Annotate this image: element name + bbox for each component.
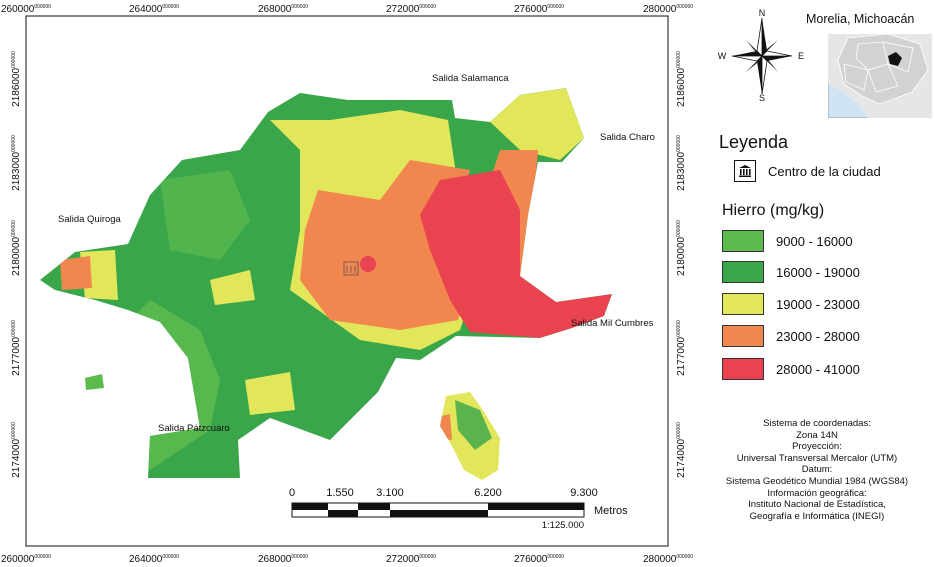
legend-class-row: 19000 - 23000	[722, 293, 860, 315]
meta-line: Sistema Geodético Mundial 1984 (WGS84)	[725, 475, 909, 487]
legend-title: Leyenda	[719, 132, 789, 152]
coordinate-tick-label: 280000000000	[643, 4, 693, 15]
coordinate-tick-label: 268000000000	[258, 4, 308, 15]
coordinate-tick-label: 272000000000	[386, 4, 436, 15]
scale-label-1: 1.550	[326, 487, 354, 499]
coordinate-tick-label: 2183000000000	[676, 135, 687, 191]
place-label-patzcuaro: Salida Pátzcuaro	[158, 423, 230, 434]
legend-class-label: 16000 - 19000	[776, 264, 860, 280]
inset-title: Morelia, Michoacán	[806, 12, 915, 26]
north-arrow-icon	[731, 17, 793, 95]
coordinate-tick-label: 260000000000	[1, 554, 51, 565]
legend-center-label: Centro de la ciudad	[768, 163, 881, 179]
legend-swatch	[722, 293, 764, 315]
scale-bar: 0 1.550 3.100 6.200 9.300 Metros 1:125.0…	[289, 487, 628, 531]
meta-line: Proyección:	[792, 441, 842, 453]
inset-map	[828, 34, 932, 118]
coordinate-tick-label: 276000000000	[514, 554, 564, 565]
coordinate-tick-label: 268000000000	[258, 554, 308, 565]
coordinate-tick-label: 2180000000000	[11, 220, 22, 276]
y-axis-ticks-right: 2186000000000 2183000000000 2180000000000 2…	[676, 51, 687, 478]
coordinate-tick-label: 2186000000000	[676, 51, 687, 107]
compass-s: S	[759, 93, 765, 103]
metadata-block: Sistema de coordenadas: Zona 14N Proyecc…	[700, 418, 934, 522]
legend-swatch	[722, 325, 764, 347]
coordinate-tick-label: 2180000000000	[676, 220, 687, 276]
place-label-mil-cumbres: Salida Mil Cumbres	[571, 318, 654, 329]
coordinate-tick-label: 280000000000	[643, 554, 693, 565]
scale-label-2: 3.100	[376, 487, 404, 499]
meta-line: Datum:	[801, 464, 833, 476]
scale-label-3: 6.200	[474, 487, 502, 499]
meta-line: Información geográfica:	[767, 487, 867, 499]
place-label-salamanca: Salida Salamanca	[432, 73, 509, 84]
y-axis-ticks-left: 2186000000000 2183000000000 2180000000000 2…	[11, 51, 22, 478]
coordinate-tick-label: 2174000000000	[11, 422, 22, 478]
legend-class-label: 19000 - 23000	[776, 296, 860, 312]
scale-label-4: 9.300	[570, 487, 598, 499]
legend-center-row: Centro de la ciudad	[734, 160, 881, 182]
coordinate-tick-label: 276000000000	[514, 4, 564, 15]
coordinate-tick-label: 260000000000	[1, 4, 51, 15]
meta-line: Zona 14N	[796, 429, 838, 441]
legend-class-row: 16000 - 19000	[722, 261, 860, 283]
legend-variable-title: Hierro (mg/kg)	[722, 202, 825, 219]
x-axis-ticks-top: 260000000000 264000000000 268000000000 2720…	[1, 4, 693, 15]
scale-unit: Metros	[594, 505, 628, 517]
city-center-marker	[343, 261, 359, 276]
inset-highlight	[888, 52, 902, 66]
legend-class-row: 23000 - 28000	[722, 325, 860, 347]
coordinate-tick-label: 264000000000	[129, 554, 179, 565]
place-label-quiroga: Salida Quiroga	[58, 214, 122, 225]
coordinate-tick-label: 2177000000000	[11, 320, 22, 376]
coordinate-tick-label: 2186000000000	[11, 51, 22, 107]
legend-swatch	[722, 358, 764, 380]
meta-line: Instituto Nacional de Estadística,	[748, 499, 886, 511]
meta-line: Sistema de coordenadas:	[763, 418, 871, 429]
coordinate-tick-label: 2183000000000	[11, 135, 22, 191]
coordinate-tick-label: 264000000000	[129, 4, 179, 15]
coordinate-tick-label: 2177000000000	[676, 320, 687, 376]
coordinate-tick-label: 2174000000000	[676, 422, 687, 478]
building-columns-icon	[734, 160, 756, 182]
coordinate-tick-label: 272000000000	[386, 554, 436, 565]
legend-class-label: 23000 - 28000	[776, 328, 860, 344]
compass-e: E	[798, 51, 804, 61]
compass-w: W	[718, 51, 727, 61]
meta-line: Geografía e Informática (INEGI)	[749, 510, 885, 522]
meta-line: Universal Transversal Mercalor (UTM)	[736, 452, 898, 464]
legend-swatch	[722, 230, 764, 252]
x-axis-ticks-bottom: 260000000000 264000000000 268000000000 2720…	[1, 554, 693, 565]
legend-class-label: 9000 - 16000	[776, 233, 853, 249]
legend-class-row: 28000 - 41000	[722, 358, 860, 380]
scale-label-0: 0	[289, 487, 295, 499]
compass-n: N	[759, 8, 766, 18]
place-label-charo: Salida Charo	[600, 132, 655, 143]
scale-ratio: 1:125.000	[542, 520, 584, 531]
legend-class-label: 28000 - 41000	[776, 361, 860, 377]
legend-class-row: 9000 - 16000	[722, 230, 853, 252]
legend-swatch	[722, 261, 764, 283]
